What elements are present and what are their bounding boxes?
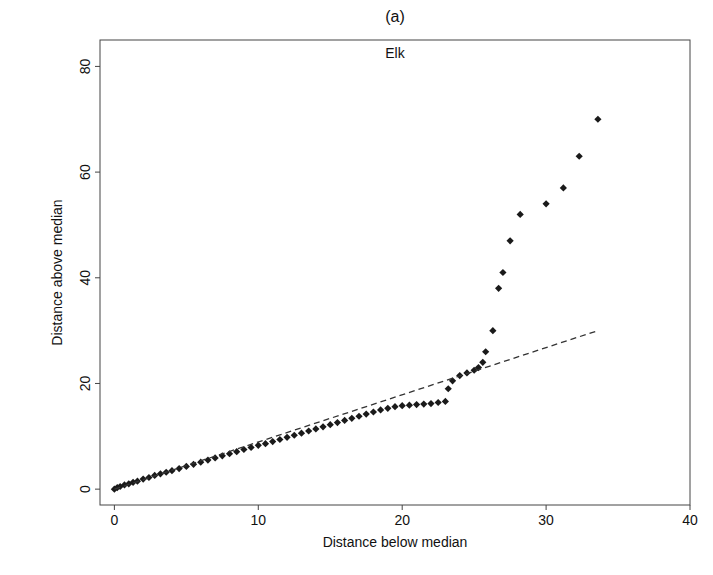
- point: [145, 474, 152, 481]
- point: [319, 423, 326, 430]
- point: [427, 400, 434, 407]
- x-tick-label: 10: [251, 512, 267, 528]
- y-tick-label: 40: [77, 270, 93, 286]
- subtitle: Elk: [385, 45, 405, 61]
- x-tick-label: 30: [538, 512, 554, 528]
- x-tick-label: 40: [682, 512, 698, 528]
- point: [305, 427, 312, 434]
- point: [499, 269, 506, 276]
- point: [334, 419, 341, 426]
- point: [348, 415, 355, 422]
- point: [442, 398, 449, 405]
- y-tick-label: 80: [77, 58, 93, 74]
- point: [435, 399, 442, 406]
- point: [517, 211, 524, 218]
- y-tick: [95, 489, 100, 490]
- point: [391, 403, 398, 410]
- y-tick: [95, 66, 100, 67]
- point: [542, 200, 549, 207]
- y-tick-label: 60: [77, 164, 93, 180]
- point: [291, 432, 298, 439]
- x-axis-title: Distance below median: [323, 534, 468, 550]
- point: [355, 413, 362, 420]
- point: [276, 436, 283, 443]
- point: [298, 430, 305, 437]
- reference-line: [114, 331, 598, 490]
- point: [507, 237, 514, 244]
- chart: (a) Elk 0 10 20 30 40 0 20 40 60 80 Distance below m…: [0, 0, 713, 575]
- point: [363, 411, 370, 418]
- point: [341, 417, 348, 424]
- y-tick: [95, 383, 100, 384]
- point: [576, 153, 583, 160]
- point: [413, 401, 420, 408]
- y-tick: [95, 277, 100, 278]
- point: [594, 116, 601, 123]
- point: [262, 440, 269, 447]
- point: [233, 448, 240, 455]
- point: [445, 385, 452, 392]
- point: [269, 438, 276, 445]
- point: [327, 421, 334, 428]
- title: (a): [385, 8, 405, 25]
- x-tick: [402, 505, 403, 510]
- point: [212, 454, 219, 461]
- plot-frame: [100, 40, 690, 505]
- point: [560, 184, 567, 191]
- point: [489, 327, 496, 334]
- y-tick: [95, 172, 100, 173]
- point: [384, 405, 391, 412]
- point: [420, 400, 427, 407]
- y-tick-label: 20: [77, 375, 93, 391]
- y-tick-label: 0: [77, 485, 93, 493]
- point: [377, 406, 384, 413]
- y-axis-title: Distance above median: [49, 199, 65, 345]
- point: [399, 402, 406, 409]
- x-tick: [690, 505, 691, 510]
- point: [283, 434, 290, 441]
- point: [312, 425, 319, 432]
- point: [482, 348, 489, 355]
- point: [495, 285, 502, 292]
- point: [370, 408, 377, 415]
- x-tick-label: 20: [394, 512, 410, 528]
- plot-area: [111, 116, 602, 493]
- point: [255, 442, 262, 449]
- x-tick: [114, 505, 115, 510]
- point: [406, 402, 413, 409]
- x-tick: [258, 505, 259, 510]
- x-tick: [546, 505, 547, 510]
- point: [479, 359, 486, 366]
- x-tick-label: 0: [110, 512, 118, 528]
